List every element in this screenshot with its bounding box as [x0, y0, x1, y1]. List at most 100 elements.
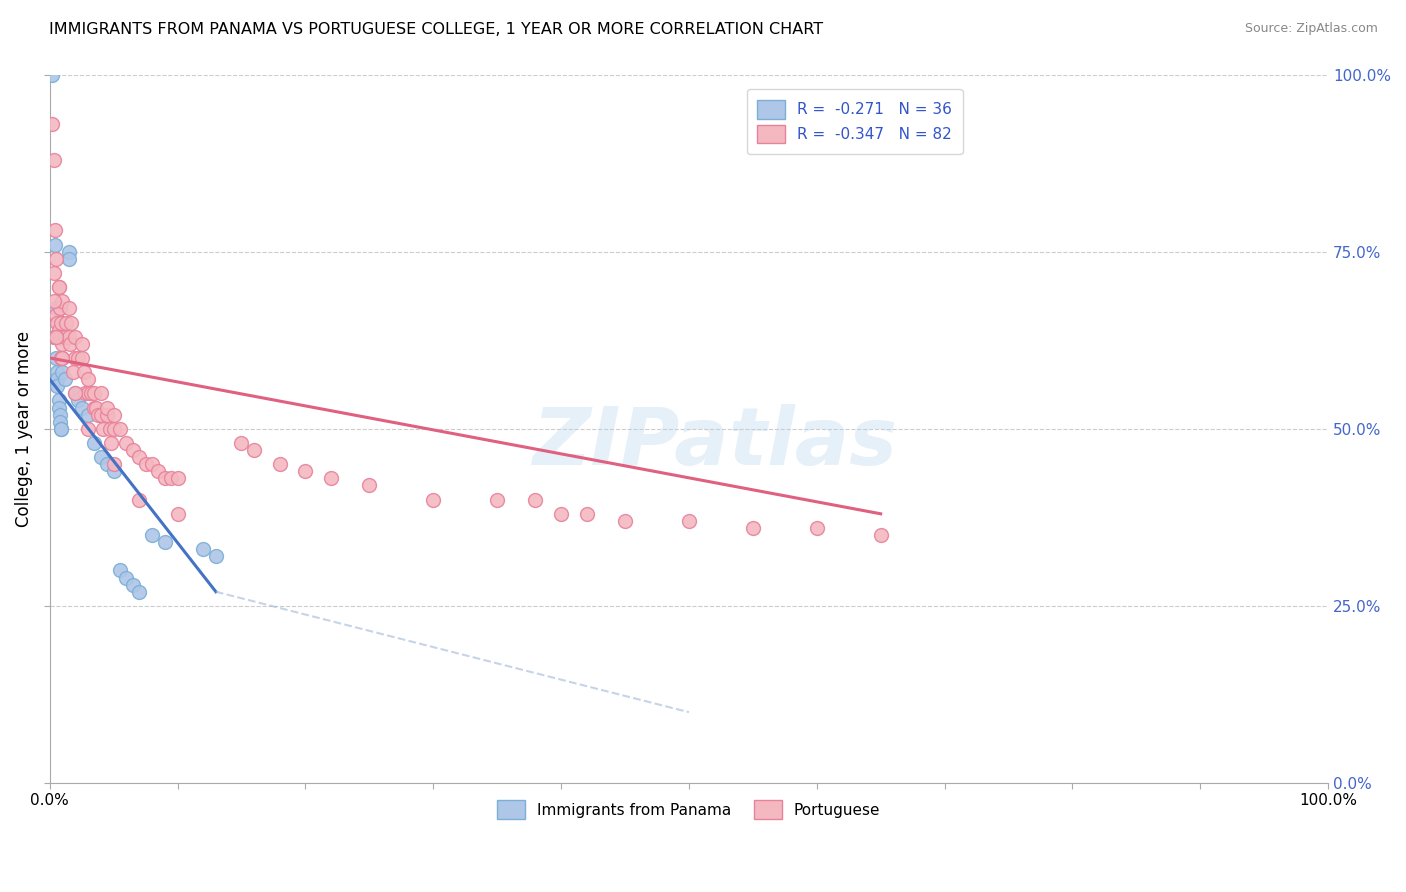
- Text: ZIPatlas: ZIPatlas: [531, 404, 897, 482]
- Point: [51, 329, 73, 343]
- Point: [422, 492, 444, 507]
- Point: [65, 386, 87, 401]
- Point: [48, 280, 70, 294]
- Point: [83, 386, 105, 401]
- Point: [90, 408, 112, 422]
- Point: [45, 301, 67, 316]
- Point: [51, 336, 73, 351]
- Point: [269, 457, 291, 471]
- Point: [103, 422, 125, 436]
- Point: [121, 443, 143, 458]
- Point: [59, 336, 82, 351]
- Point: [191, 542, 214, 557]
- Point: [46, 329, 69, 343]
- Point: [44, 237, 66, 252]
- Point: [42, 294, 65, 309]
- Point: [79, 386, 101, 401]
- Point: [44, 223, 66, 237]
- Point: [65, 351, 87, 365]
- Point: [44, 329, 66, 343]
- Point: [128, 450, 150, 464]
- Point: [51, 351, 73, 365]
- Point: [48, 393, 70, 408]
- Point: [359, 478, 381, 492]
- Point: [51, 294, 73, 309]
- Point: [48, 401, 70, 415]
- Point: [205, 549, 228, 564]
- Point: [48, 322, 70, 336]
- Point: [66, 351, 89, 365]
- Point: [294, 464, 316, 478]
- Point: [49, 301, 72, 316]
- Point: [42, 153, 65, 167]
- Point: [45, 329, 67, 343]
- Point: [121, 577, 143, 591]
- Point: [65, 386, 87, 401]
- Point: [741, 521, 763, 535]
- Point: [135, 457, 157, 471]
- Point: [70, 401, 93, 415]
- Point: [87, 408, 110, 422]
- Point: [103, 457, 125, 471]
- Point: [66, 393, 89, 408]
- Point: [53, 372, 76, 386]
- Point: [77, 408, 100, 422]
- Point: [614, 514, 637, 528]
- Point: [806, 521, 828, 535]
- Point: [486, 492, 509, 507]
- Point: [243, 443, 266, 458]
- Point: [49, 415, 72, 429]
- Point: [75, 386, 97, 401]
- Point: [49, 329, 72, 343]
- Point: [45, 351, 67, 365]
- Point: [77, 372, 100, 386]
- Point: [51, 351, 73, 365]
- Point: [41, 117, 63, 131]
- Point: [128, 584, 150, 599]
- Point: [53, 329, 76, 343]
- Point: [115, 436, 138, 450]
- Point: [231, 436, 253, 450]
- Point: [62, 365, 84, 379]
- Point: [575, 507, 598, 521]
- Point: [90, 450, 112, 464]
- Point: [108, 564, 131, 578]
- Point: [51, 422, 73, 436]
- Point: [60, 316, 83, 330]
- Point: [46, 372, 69, 386]
- Point: [103, 464, 125, 478]
- Point: [83, 436, 105, 450]
- Point: [73, 365, 96, 379]
- Point: [46, 379, 69, 393]
- Point: [51, 365, 73, 379]
- Point: [319, 471, 342, 485]
- Point: [51, 316, 73, 330]
- Point: [93, 422, 115, 436]
- Point: [90, 386, 112, 401]
- Point: [51, 422, 73, 436]
- Point: [49, 408, 72, 422]
- Point: [70, 351, 93, 365]
- Point: [58, 301, 80, 316]
- Point: [153, 471, 176, 485]
- Point: [77, 422, 100, 436]
- Text: IMMIGRANTS FROM PANAMA VS PORTUGUESE COLLEGE, 1 YEAR OR MORE CORRELATION CHART: IMMIGRANTS FROM PANAMA VS PORTUGUESE COL…: [49, 22, 824, 37]
- Y-axis label: College, 1 year or more: College, 1 year or more: [15, 331, 32, 527]
- Point: [83, 401, 105, 415]
- Text: Source: ZipAtlas.com: Source: ZipAtlas.com: [1244, 22, 1378, 36]
- Point: [84, 401, 107, 415]
- Point: [141, 528, 163, 542]
- Point: [166, 507, 188, 521]
- Point: [77, 386, 100, 401]
- Point: [46, 316, 69, 330]
- Point: [166, 471, 188, 485]
- Point: [550, 507, 572, 521]
- Point: [65, 329, 87, 343]
- Point: [100, 436, 122, 450]
- Point: [678, 514, 700, 528]
- Point: [45, 252, 67, 266]
- Point: [58, 244, 80, 259]
- Point: [96, 401, 118, 415]
- Point: [524, 492, 547, 507]
- Point: [42, 329, 65, 343]
